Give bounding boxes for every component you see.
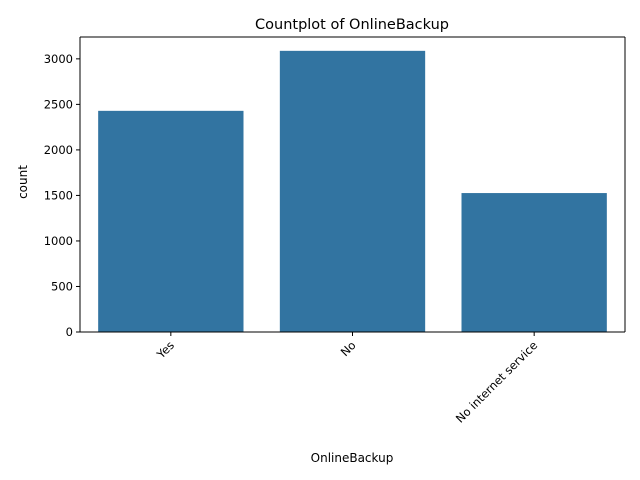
y-tick-label: 3000: [44, 52, 73, 66]
x-axis-label: OnlineBackup: [311, 451, 394, 465]
y-tick-label: 1500: [44, 188, 73, 202]
bar-no-internet-service: [461, 193, 607, 332]
x-tick-label: No internet service: [453, 338, 540, 425]
y-tick-label: 1000: [44, 234, 73, 248]
bar-yes: [98, 110, 244, 332]
y-tick-label: 0: [66, 325, 73, 339]
chart-title: Countplot of OnlineBackup: [255, 17, 449, 33]
x-axis-ticks: Yes No No internet service: [153, 332, 540, 426]
x-tick-label: No: [338, 338, 359, 359]
x-tick-label: Yes: [153, 338, 177, 362]
y-tick-label: 2000: [44, 143, 73, 157]
y-tick-label: 500: [51, 279, 73, 293]
y-axis-ticks: 0 500 1000 1500 2000 2500 3000: [44, 52, 80, 339]
y-axis-label: count: [16, 165, 30, 199]
y-tick-label: 2500: [44, 97, 73, 111]
bars-group: [98, 50, 607, 332]
bar-no: [279, 50, 426, 332]
